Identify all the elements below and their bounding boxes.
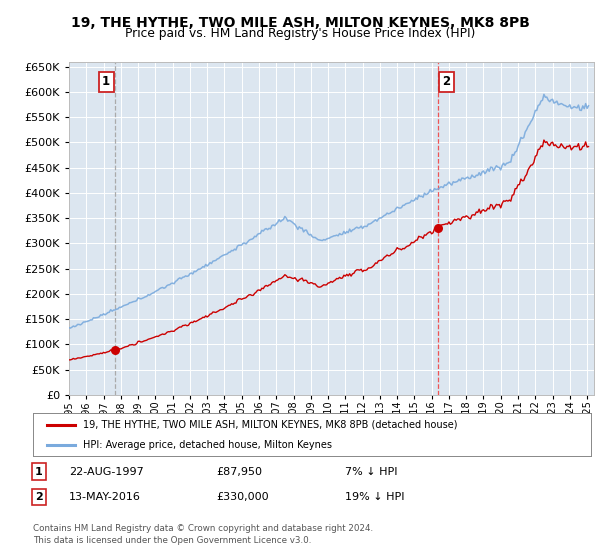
Text: 13-MAY-2016: 13-MAY-2016 <box>69 492 141 502</box>
Text: £87,950: £87,950 <box>216 466 262 477</box>
Text: 1: 1 <box>102 75 110 88</box>
Text: Price paid vs. HM Land Registry's House Price Index (HPI): Price paid vs. HM Land Registry's House … <box>125 27 475 40</box>
Text: 19, THE HYTHE, TWO MILE ASH, MILTON KEYNES, MK8 8PB: 19, THE HYTHE, TWO MILE ASH, MILTON KEYN… <box>71 16 529 30</box>
Text: 19, THE HYTHE, TWO MILE ASH, MILTON KEYNES, MK8 8PB (detached house): 19, THE HYTHE, TWO MILE ASH, MILTON KEYN… <box>83 420 458 430</box>
Text: 19% ↓ HPI: 19% ↓ HPI <box>345 492 404 502</box>
Text: 1: 1 <box>35 466 43 477</box>
Text: 22-AUG-1997: 22-AUG-1997 <box>69 466 144 477</box>
Text: 7% ↓ HPI: 7% ↓ HPI <box>345 466 398 477</box>
Text: HPI: Average price, detached house, Milton Keynes: HPI: Average price, detached house, Milt… <box>83 440 332 450</box>
Text: 2: 2 <box>35 492 43 502</box>
Text: £330,000: £330,000 <box>216 492 269 502</box>
Text: Contains HM Land Registry data © Crown copyright and database right 2024.
This d: Contains HM Land Registry data © Crown c… <box>33 524 373 545</box>
Text: 2: 2 <box>442 75 451 88</box>
